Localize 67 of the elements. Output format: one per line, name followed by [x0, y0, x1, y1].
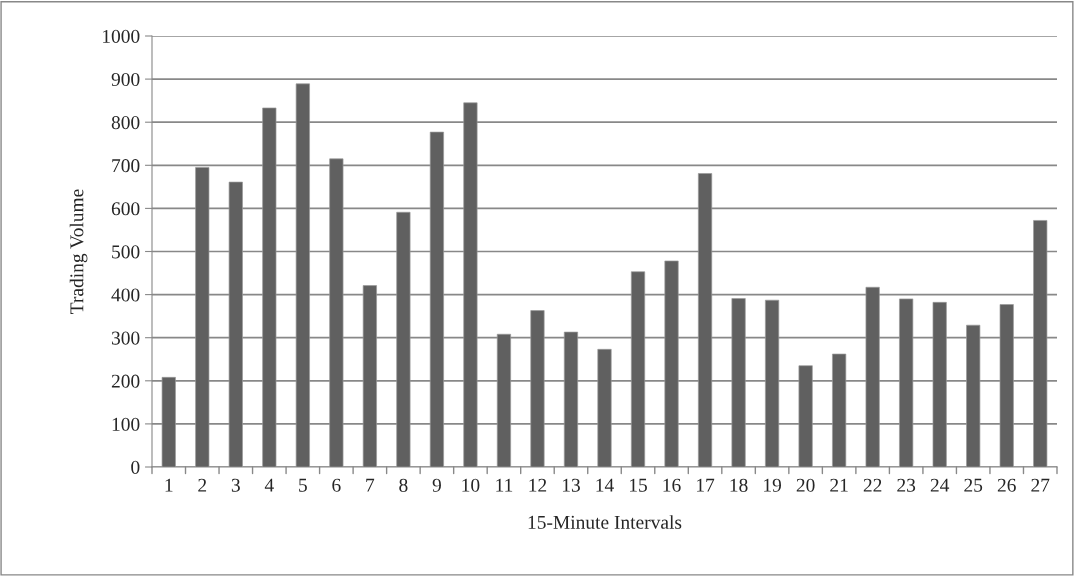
bar	[832, 353, 847, 467]
bar	[597, 348, 612, 467]
x-tick-label: 16	[663, 478, 681, 492]
x-tick-label: 19	[764, 478, 782, 492]
bar	[463, 102, 478, 467]
x-tick-label: 5	[299, 478, 307, 492]
x-tick-label: 17	[697, 478, 715, 492]
y-tick-label: 400	[111, 288, 140, 302]
x-tick-label: 4	[264, 478, 274, 492]
bar	[765, 299, 780, 467]
bar	[698, 173, 713, 467]
x-tick-label: 1	[165, 478, 173, 492]
bar	[195, 167, 210, 467]
bar	[362, 285, 377, 467]
y-tick-label: 500	[112, 245, 140, 259]
x-tick-label: 26	[997, 478, 1016, 492]
bar	[530, 310, 545, 467]
x-tick-label: 3	[231, 478, 240, 492]
bar	[228, 181, 243, 467]
bar	[999, 304, 1014, 467]
bar	[262, 107, 277, 467]
y-axis-title: Trading Volume	[69, 189, 88, 314]
bar	[295, 83, 310, 467]
x-tick-label: 2	[198, 478, 207, 492]
y-tick-label: 800	[111, 116, 140, 130]
x-tick-label: 12	[529, 478, 547, 492]
x-tick-label: 15	[630, 478, 647, 492]
x-tick-label: 25	[964, 478, 983, 492]
x-tick-label: 21	[830, 478, 848, 492]
x-tick-label: 6	[332, 478, 341, 492]
bar	[563, 331, 579, 467]
y-tick-label: 600	[111, 202, 140, 216]
bar	[932, 302, 947, 467]
bar	[329, 158, 344, 467]
bar	[429, 131, 444, 467]
y-tick-label: 100	[112, 417, 140, 431]
y-tick-label: 200	[111, 374, 140, 388]
y-tick-label: 700	[112, 159, 140, 173]
bar	[1033, 220, 1048, 467]
x-axis-title: 15-Minute Intervals	[528, 515, 682, 529]
x-tick-label: 27	[1031, 478, 1050, 492]
bar	[630, 271, 646, 467]
x-tick-label: 11	[496, 478, 513, 492]
y-tick-label: 900	[111, 72, 140, 87]
bar	[496, 333, 511, 467]
bar	[731, 298, 746, 467]
x-tick-label: 22	[863, 478, 882, 492]
bar	[798, 365, 813, 467]
bar	[161, 377, 176, 467]
x-tick-label: 13	[562, 478, 580, 492]
y-tick-label: 1000	[103, 29, 140, 43]
bar	[966, 324, 981, 467]
x-tick-label: 24	[930, 478, 950, 492]
x-tick-label: 8	[399, 478, 408, 492]
x-tick-label: 7	[366, 478, 375, 492]
y-tick-label: 300	[111, 331, 140, 345]
bar	[865, 286, 880, 467]
bar	[396, 211, 411, 467]
bar	[664, 260, 679, 467]
x-tick-label: 14	[596, 478, 614, 492]
x-tick-label: 10	[462, 478, 480, 492]
y-tick-label: 0	[131, 460, 140, 474]
x-tick-label: 18	[730, 478, 748, 492]
x-tick-label: 9	[432, 478, 441, 492]
x-tick-label: 20	[796, 478, 815, 492]
bar	[899, 298, 914, 467]
x-tick-label: 23	[897, 478, 916, 492]
